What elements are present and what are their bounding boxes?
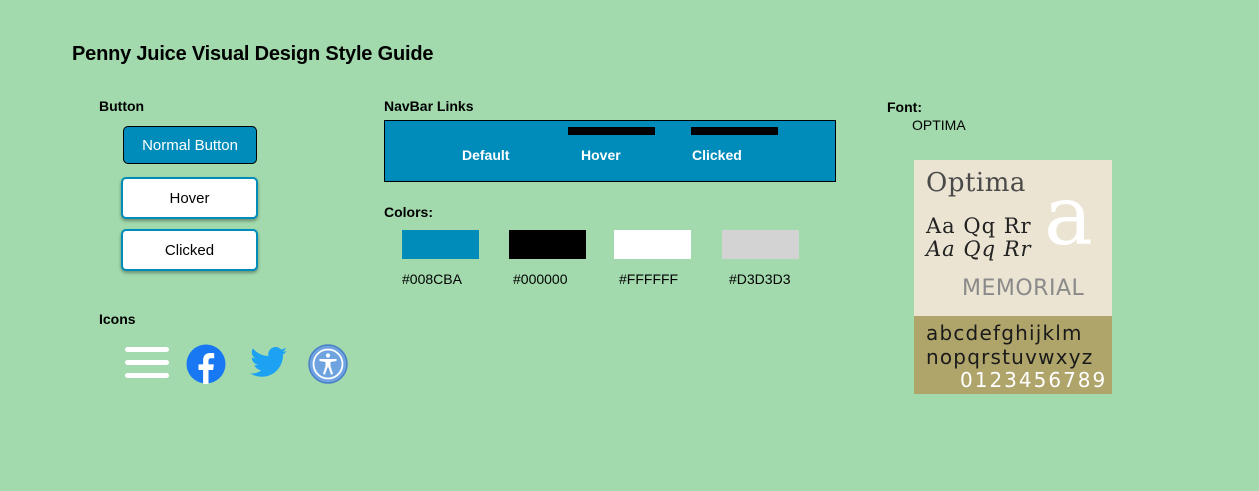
clicked-button[interactable]: Clicked xyxy=(121,229,258,271)
nav-link-clicked[interactable]: Clicked xyxy=(692,147,742,163)
font-sample-digits: 0123456789 xyxy=(960,368,1108,392)
hover-button[interactable]: Hover xyxy=(121,177,258,219)
font-sample-line1: Aa Qq Rr xyxy=(926,214,1032,238)
font-sample-memorial: MEMORIAL xyxy=(962,276,1085,301)
font-sample-title: Optima xyxy=(926,168,1026,198)
icons-section-label: Icons xyxy=(99,311,136,327)
nav-link-default[interactable]: Default xyxy=(462,147,510,163)
font-sample-top-panel: Optima Aa Qq Rr Aa Qq Rr a MEMORIAL xyxy=(914,160,1112,316)
nav-link-hover[interactable]: Hover xyxy=(581,147,621,163)
hamburger-menu-icon[interactable] xyxy=(124,346,170,379)
font-sample-image: Optima Aa Qq Rr Aa Qq Rr a MEMORIAL abcd… xyxy=(914,160,1112,394)
font-sample-lowercase2: nopqrstuvwxyz xyxy=(926,345,1094,369)
button-section-label: Button xyxy=(99,98,145,114)
hover-underline-indicator xyxy=(568,127,655,135)
facebook-icon[interactable] xyxy=(186,344,226,384)
color-swatch-blue xyxy=(402,230,479,259)
colors-section-label: Colors: xyxy=(384,204,433,220)
font-sample-lowercase1: abcdefghijklm xyxy=(926,321,1083,345)
color-label-lightgray: #D3D3D3 xyxy=(729,271,791,287)
clicked-underline-indicator xyxy=(691,127,778,135)
font-sample-line2: Aa Qq Rr xyxy=(926,237,1032,261)
page-title: Penny Juice Visual Design Style Guide xyxy=(72,43,434,65)
color-label-black: #000000 xyxy=(513,271,568,287)
color-swatch-white xyxy=(614,230,691,259)
twitter-icon[interactable] xyxy=(250,347,288,378)
accessibility-icon[interactable] xyxy=(308,344,348,384)
color-swatch-black xyxy=(509,230,586,259)
color-label-blue: #008CBA xyxy=(402,271,462,287)
font-name: OPTIMA xyxy=(912,117,966,133)
font-section-label: Font: xyxy=(887,99,922,115)
color-label-white: #FFFFFF xyxy=(619,271,679,287)
font-sample-bottom-panel: abcdefghijklm nopqrstuvwxyz 0123456789 xyxy=(914,316,1112,394)
color-swatch-lightgray xyxy=(722,230,799,259)
navbar-preview: Default Hover Clicked xyxy=(384,120,836,182)
font-sample-big-letter: a xyxy=(1044,169,1093,264)
normal-button[interactable]: Normal Button xyxy=(123,126,257,164)
navbar-section-label: NavBar Links xyxy=(384,98,474,114)
